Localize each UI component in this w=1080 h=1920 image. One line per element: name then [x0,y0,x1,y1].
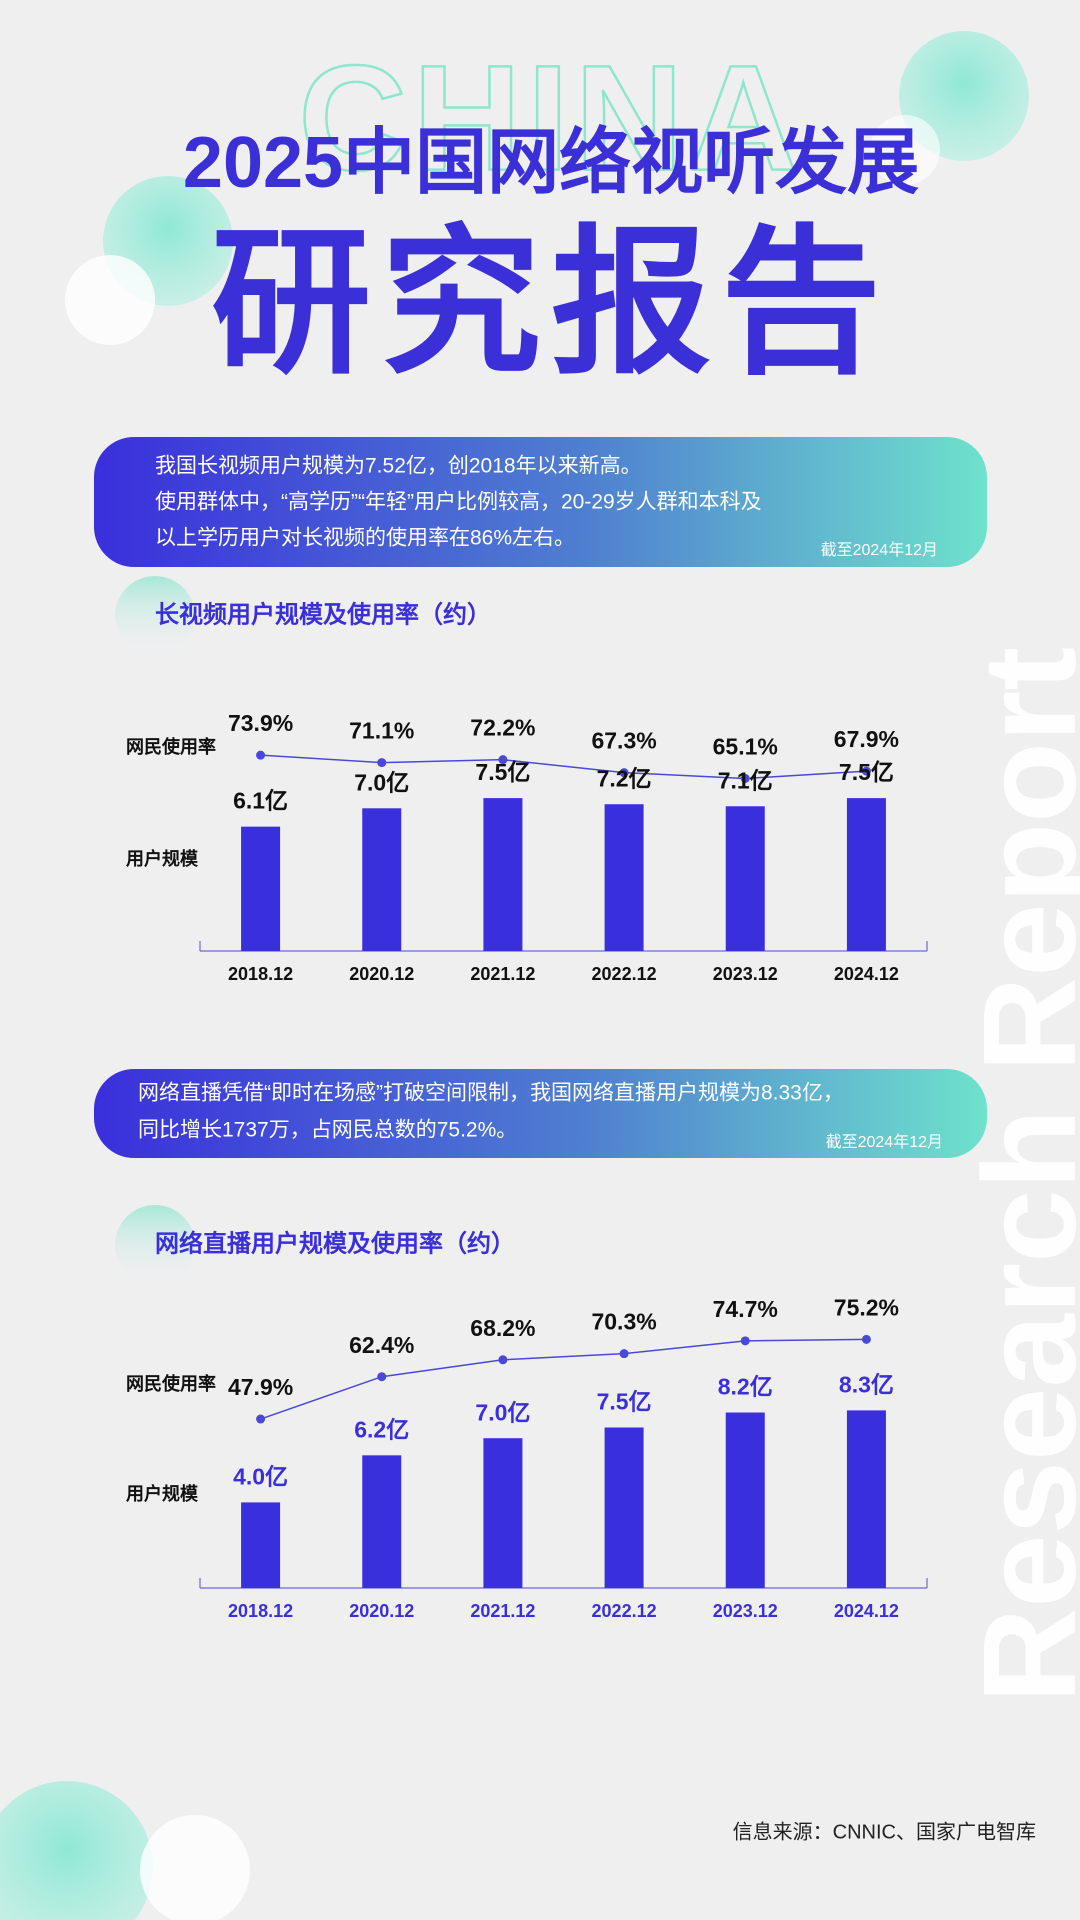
x-tick-label: 2024.12 [834,1601,899,1621]
value-label: 47.9% [228,1374,293,1400]
x-tick-label: 2024.12 [834,964,899,984]
value-label: 6.2亿 [354,1416,409,1442]
title: 2025中国网络视听发展 [183,123,919,203]
bar [846,798,886,951]
bar [604,804,644,951]
value-label: 7.2亿 [597,765,652,791]
line [260,754,867,780]
bar [483,798,523,951]
x-tick-label: 2020.12 [349,964,414,984]
point [740,1336,750,1346]
value-label: 7.0亿 [354,769,409,795]
banner [94,437,987,567]
value-label: 74.7% [713,1296,778,1322]
banner-note: 截至2024年12月 [826,1133,943,1151]
line [260,1338,867,1420]
banner-note: 截至2024年12月 [821,541,938,559]
banner-text: 同比增长1737万，占网民总数的75.2%。 [138,1119,517,1142]
point [619,1349,629,1359]
value-label: 71.1% [349,718,414,744]
banner-text: 使用群体中，“高学历”“年轻”用户比例较高，20-29岁人群和本科及 [155,491,762,514]
value-label: 73.9% [228,710,293,736]
bar [483,1438,523,1588]
value-label: 72.2% [470,715,535,741]
value-label: 4.0亿 [233,1463,288,1489]
bar [241,1502,281,1588]
value-label: 7.5亿 [839,759,894,785]
point [377,758,387,768]
point [498,1355,508,1365]
bar [241,826,281,951]
bar [362,1455,402,1588]
legend-label: 网民使用率 [126,736,216,757]
point [740,773,750,783]
point [619,768,629,778]
bar [604,1427,644,1588]
value-label: 68.2% [470,1315,535,1341]
x-tick-label: 2021.12 [470,1601,535,1621]
value-label: 7.5亿 [597,1389,652,1415]
x-tick-label: 2023.12 [713,964,778,984]
point [861,766,871,776]
bar [725,1412,765,1588]
point [256,1414,266,1424]
banner-text: 我国长视频用户规模为7.52亿，创2018年以来新高。 [155,455,642,478]
chart-title: 网络直播用户规模及使用率（约） [155,1229,515,1257]
value-label: 6.1亿 [233,788,288,814]
value-label: 65.1% [713,734,778,760]
point [256,750,266,760]
banner [94,1069,987,1158]
point [861,1334,871,1344]
value-label: 7.1亿 [718,767,773,793]
deco-circle [0,1781,153,1920]
banner-text: 网络直播凭借“即时在场感”打破空间限制，我国网络直播用户规模为8.33亿， [138,1082,844,1105]
source: 信息来源：CNNIC、国家广电智库 [733,1820,1036,1843]
title: 研究报告 [211,213,891,392]
deco-circle [115,576,195,656]
x-tick-label: 2022.12 [592,964,657,984]
point [498,755,508,765]
side-text: Research Report [956,647,1080,1703]
bar [725,806,765,951]
deco-circle [870,115,940,185]
x-tick-label: 2020.12 [349,1601,414,1621]
chart-title: 长视频用户规模及使用率（约） [155,600,491,628]
point [377,1372,387,1382]
value-label: 62.4% [349,1332,414,1358]
value-label: 67.3% [591,728,656,754]
legend-label: 用户规模 [126,1483,199,1504]
watermark: CHINA [299,34,804,202]
deco-circle [140,1815,250,1920]
value-label: 70.3% [591,1309,656,1335]
x-tick-label: 2021.12 [470,964,535,984]
value-label: 7.0亿 [475,1399,530,1425]
value-label: 7.5亿 [475,759,530,785]
banner-text: 以上学历用户对长视频的使用率在86%左右。 [155,527,575,550]
value-label: 67.9% [834,726,899,752]
bar [362,808,402,951]
x-tick-label: 2018.12 [228,1601,293,1621]
bar [846,1410,886,1588]
value-label: 8.2亿 [718,1374,773,1400]
x-tick-label: 2018.12 [228,964,293,984]
deco-circle [65,255,155,345]
legend-label: 网民使用率 [126,1373,216,1394]
deco-circle [115,1205,195,1285]
x-tick-label: 2023.12 [713,1601,778,1621]
value-label: 8.3亿 [839,1371,894,1397]
x-tick-label: 2022.12 [592,1601,657,1621]
value-label: 75.2% [834,1294,899,1320]
legend-label: 用户规模 [126,848,199,869]
